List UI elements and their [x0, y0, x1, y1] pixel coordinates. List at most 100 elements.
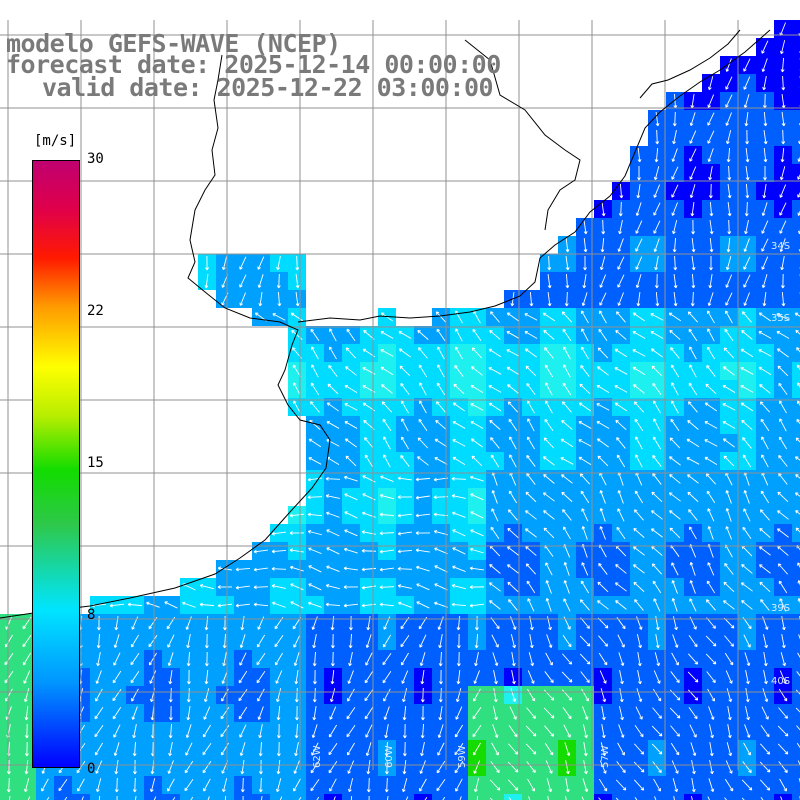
- wind-arrow: [562, 328, 572, 342]
- wind-arrow: [707, 148, 714, 162]
- wind-arrow: [274, 634, 284, 648]
- wind-arrow: [709, 201, 714, 217]
- wind-arrow: [742, 761, 752, 773]
- wind-arrow: [277, 291, 282, 307]
- wind-arrow: [261, 796, 263, 800]
- wind-arrow: [796, 347, 800, 353]
- wind-arrow: [759, 401, 770, 413]
- wind-arrow: [294, 742, 299, 757]
- wind-arrow: [583, 255, 587, 271]
- wind-arrow: [451, 494, 466, 499]
- wind-arrow: [506, 366, 520, 376]
- wind-arrow: [579, 635, 591, 647]
- wind-arrow: [632, 366, 646, 376]
- wind-arrow: [653, 778, 661, 792]
- wind-arrow: [742, 437, 752, 449]
- wind-speed-cell: [162, 794, 180, 800]
- wind-arrow: [307, 495, 323, 500]
- wind-arrow: [509, 436, 517, 450]
- wind-arrow: [64, 796, 68, 800]
- wind-arrow: [707, 310, 715, 324]
- wind-arrow: [470, 511, 484, 519]
- wind-arrow: [779, 184, 787, 198]
- wind-arrow: [366, 777, 371, 793]
- wind-arrow: [290, 601, 304, 609]
- wind-arrow: [167, 634, 175, 648]
- wind-arrow: [583, 760, 588, 775]
- wind-arrow: [235, 585, 250, 590]
- wind-arrow: [488, 367, 502, 375]
- wind-arrow: [726, 147, 731, 163]
- wind-arrow: [673, 292, 678, 307]
- wind-arrow: [761, 238, 769, 252]
- wind-arrow: [380, 349, 394, 357]
- wind-arrow: [272, 313, 286, 321]
- wind-arrow: [633, 546, 645, 556]
- wind-arrow: [326, 529, 340, 537]
- wind-arrow: [469, 603, 485, 608]
- wind-arrow: [671, 562, 679, 576]
- wind-arrow: [670, 725, 680, 737]
- wind-arrow: [762, 292, 767, 307]
- wind-arrow: [205, 255, 209, 271]
- wind-arrow: [387, 796, 389, 800]
- wind-arrow: [256, 670, 266, 684]
- wind-arrow: [452, 547, 466, 555]
- wind-arrow: [203, 778, 211, 792]
- wind-arrow: [167, 778, 175, 792]
- wind-arrow: [436, 760, 446, 774]
- wind-speed-cell: [792, 578, 800, 596]
- wind-arrow: [6, 759, 11, 775]
- wind-arrow: [222, 615, 227, 631]
- wind-arrow: [132, 759, 137, 775]
- wind-arrow: [690, 202, 695, 217]
- wind-arrow: [326, 511, 340, 518]
- wind-arrow: [490, 761, 500, 773]
- wind-arrow: [599, 508, 606, 522]
- wind-arrow: [708, 166, 713, 181]
- wind-arrow: [510, 688, 517, 703]
- wind-arrow: [310, 328, 320, 342]
- wind-arrow: [582, 706, 589, 720]
- wind-arrow: [636, 292, 641, 307]
- wind-arrow: [565, 760, 570, 775]
- wind-arrow: [379, 602, 395, 607]
- wind-arrow: [781, 75, 786, 91]
- wind-arrow: [760, 779, 771, 791]
- wind-arrow: [634, 490, 644, 504]
- wind-arrow: [329, 688, 336, 703]
- wind-arrow: [542, 492, 555, 502]
- wind-arrow: [743, 256, 751, 270]
- wind-arrow: [616, 311, 626, 323]
- wind-arrow: [490, 437, 500, 449]
- wind-arrow: [424, 796, 428, 800]
- wind-arrow: [669, 474, 681, 484]
- wind-arrow: [543, 707, 555, 719]
- wind-arrow: [381, 384, 393, 394]
- wind-arrow: [271, 549, 287, 554]
- wind-arrow: [364, 670, 374, 684]
- wind-arrow: [724, 778, 734, 792]
- wind-arrow: [778, 580, 788, 594]
- wind-arrow: [452, 456, 466, 466]
- wind-arrow: [632, 331, 646, 339]
- wind-arrow: [742, 311, 752, 323]
- wind-arrow: [671, 598, 678, 612]
- wind-arrow: [24, 705, 29, 721]
- wind-arrow: [795, 527, 800, 533]
- wind-arrow: [705, 473, 717, 485]
- wind-arrow: [671, 400, 679, 414]
- wind-arrow: [4, 652, 14, 666]
- wind-arrow: [476, 795, 479, 800]
- wind-arrow: [744, 220, 749, 235]
- wind-arrow: [130, 653, 140, 666]
- wind-speed-cell: [792, 200, 800, 218]
- wind-arrow: [454, 743, 464, 756]
- wind-arrow: [312, 651, 317, 667]
- wind-arrow: [598, 328, 608, 342]
- wind-arrow: [722, 403, 736, 411]
- wind-speed-cell: [792, 506, 800, 524]
- wind-arrow: [417, 437, 429, 449]
- wind-arrow: [400, 454, 410, 467]
